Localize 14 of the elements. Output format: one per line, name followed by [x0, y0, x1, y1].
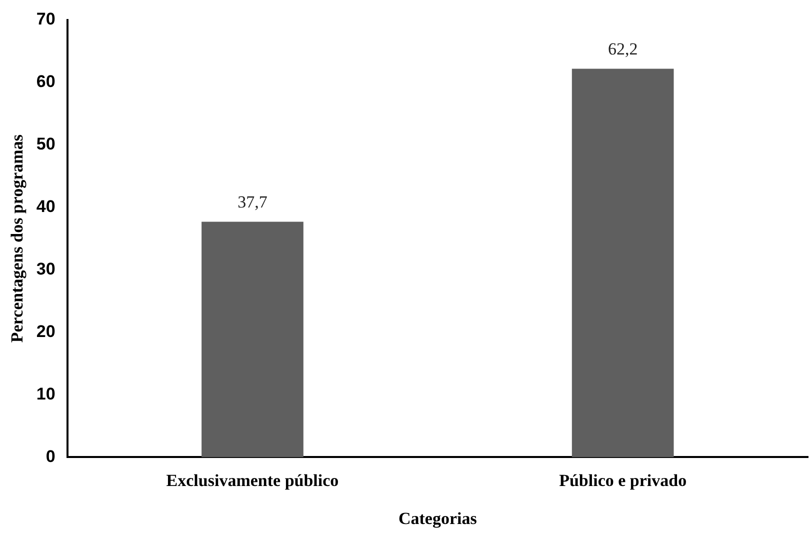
data-label: 37,7	[238, 192, 268, 212]
y-tick-label: 60	[36, 72, 56, 92]
y-tick-label: 30	[36, 260, 56, 279]
y-axis-title: Percentagens dos programas	[8, 134, 27, 343]
x-tick-label: Exclusivamente público	[166, 470, 339, 490]
x-tick-label: Público e privado	[559, 470, 687, 490]
x-axis-title: Categorias	[398, 509, 478, 528]
y-tick-label: 70	[36, 10, 56, 29]
y-tick-label: 10	[36, 384, 56, 404]
y-tick-label: 40	[36, 197, 56, 216]
y-tick-label: 20	[36, 322, 56, 341]
y-tick-label: 50	[36, 134, 56, 154]
y-tick-label: 0	[46, 446, 56, 466]
data-label: 62,2	[608, 40, 638, 59]
